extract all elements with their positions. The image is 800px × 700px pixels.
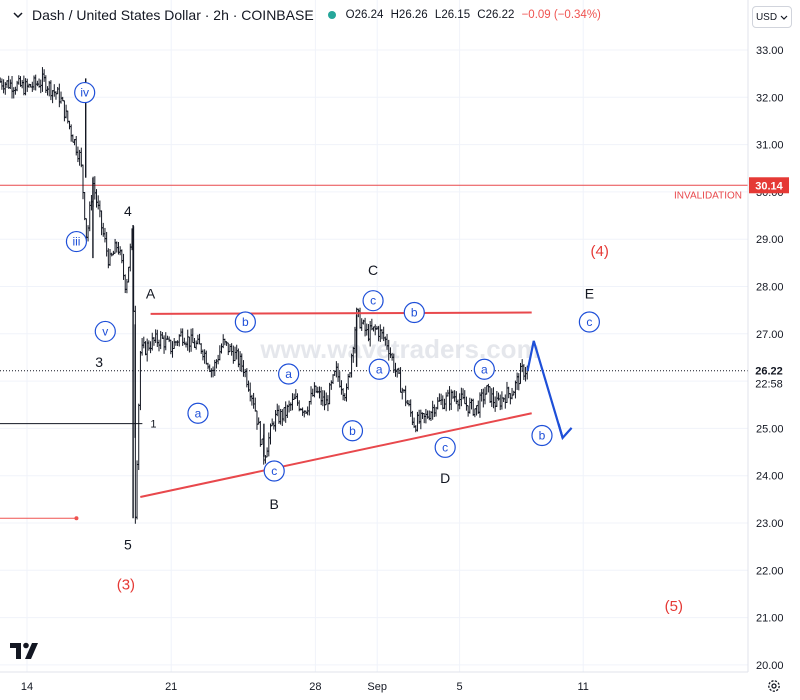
wave-label-circle — [187, 402, 209, 424]
high-value: 26.26 — [398, 9, 428, 21]
y-tick-label: 27.00 — [756, 329, 784, 341]
wave-label: C — [368, 262, 378, 278]
x-tick-label: 28 — [309, 681, 321, 693]
countdown-value: 22:58 — [755, 379, 783, 391]
forecast-arrow — [526, 340, 564, 439]
wave-label: c — [586, 315, 592, 329]
wave-label-circle — [234, 311, 256, 333]
wave-label: A — [146, 286, 156, 302]
wave-label: a — [376, 362, 383, 376]
wave-label: 5 — [124, 536, 132, 552]
wave-label: v — [102, 324, 108, 338]
wave-label-circle — [74, 81, 96, 104]
wave-label: c — [370, 294, 376, 308]
currency-button[interactable]: USD — [752, 6, 792, 28]
wave-label: c — [442, 440, 448, 454]
y-tick-label: 28.00 — [756, 282, 784, 294]
y-tick-label: 32.00 — [756, 92, 784, 104]
change-value: −0.09 (−0.34%) — [521, 9, 601, 21]
wave-label: b — [411, 306, 418, 320]
wave-label: b — [349, 424, 356, 438]
lower-trendline — [140, 412, 532, 498]
y-tick-label: 22.00 — [756, 565, 784, 577]
wave-label: (4) — [591, 243, 609, 260]
forecast-arrow-head — [557, 423, 573, 441]
wave-label: a — [481, 362, 488, 376]
y-tick-label: 33.00 — [756, 45, 784, 57]
wave-label-circle — [94, 320, 116, 343]
invalidation-price-tag — [749, 177, 789, 194]
wave-label-circle — [578, 311, 600, 333]
wave-label-circle — [434, 436, 456, 458]
wave-label-circle — [278, 363, 300, 385]
watermark: www.wavetraders.com — [259, 334, 539, 364]
invalidation-label: INVALIDATION — [674, 190, 742, 201]
wave-label: D — [440, 470, 450, 486]
wave-label: B — [270, 496, 279, 512]
low-label: L — [434, 9, 442, 21]
wave-label: b — [539, 428, 546, 442]
wave-label: E — [585, 286, 594, 302]
price-axis-bg — [748, 0, 800, 700]
x-tick-label: Sep — [367, 681, 387, 693]
wave-label: c — [271, 464, 277, 478]
y-tick-label: 31.00 — [756, 140, 784, 152]
wave-label: a — [285, 367, 292, 381]
low-level-point — [74, 516, 79, 521]
invalidation-price-value: 30.14 — [755, 180, 783, 192]
wave-label-circle — [473, 358, 495, 380]
candles — [0, 67, 529, 524]
wave-label-circle — [368, 358, 390, 380]
wave-label: 3 — [95, 354, 103, 370]
wave-label: (3) — [117, 576, 135, 593]
last-price-tag — [749, 362, 789, 393]
open-label: O — [345, 9, 355, 21]
close-value: 26.22 — [485, 9, 515, 21]
x-tick-label: 5 — [457, 681, 463, 693]
wave-label-circle — [341, 420, 364, 442]
open-value: 26.24 — [354, 9, 384, 21]
gear-icon[interactable] — [766, 678, 782, 699]
wave-label: (5) — [665, 598, 683, 615]
wave-label: 4 — [124, 203, 132, 219]
y-tick-label: 29.00 — [756, 234, 784, 246]
y-tick-label: 23.00 — [756, 518, 784, 530]
wave-label: iii — [72, 235, 80, 249]
wave-label: b — [242, 315, 249, 329]
level-1-label: 1 — [150, 419, 156, 431]
close-label: C — [477, 9, 486, 21]
wave-label-circle — [531, 424, 553, 447]
low-value: 26.15 — [441, 9, 471, 21]
chevron-down-icon — [780, 15, 788, 20]
symbol-title[interactable]: Dash / United States Dollar · 2h · COINB… — [32, 7, 314, 23]
chart-header: Dash / United States Dollar · 2h · COINB… — [0, 0, 750, 30]
tradingview-logo-icon — [10, 640, 42, 665]
y-tick-label: 21.00 — [756, 613, 784, 625]
chevron-down-icon[interactable] — [10, 7, 26, 23]
market-status-dot — [327, 11, 336, 19]
x-tick-label: 11 — [577, 681, 588, 693]
wave-label-circle — [403, 301, 425, 324]
ohlc-values: O26.24 H26.26 L26.15 C26.22 −0.09 (−0.34… — [346, 9, 601, 21]
x-tick-label: 14 — [21, 681, 33, 693]
wave-label-circle — [362, 290, 384, 312]
currency-label: USD — [755, 11, 778, 23]
x-tick-label: 21 — [165, 681, 177, 693]
high-label: H — [390, 9, 399, 21]
wave-label: iv — [80, 86, 89, 100]
upper-trendline — [150, 311, 532, 315]
wave-label-circle — [65, 230, 88, 253]
last-price-value: 26.22 — [755, 366, 783, 378]
y-tick-label: 20.00 — [756, 660, 784, 672]
wave-label: a — [195, 406, 202, 420]
y-tick-label: 25.00 — [756, 423, 784, 435]
y-tick-label: 24.00 — [756, 471, 784, 483]
wave-label-circle — [263, 460, 285, 482]
